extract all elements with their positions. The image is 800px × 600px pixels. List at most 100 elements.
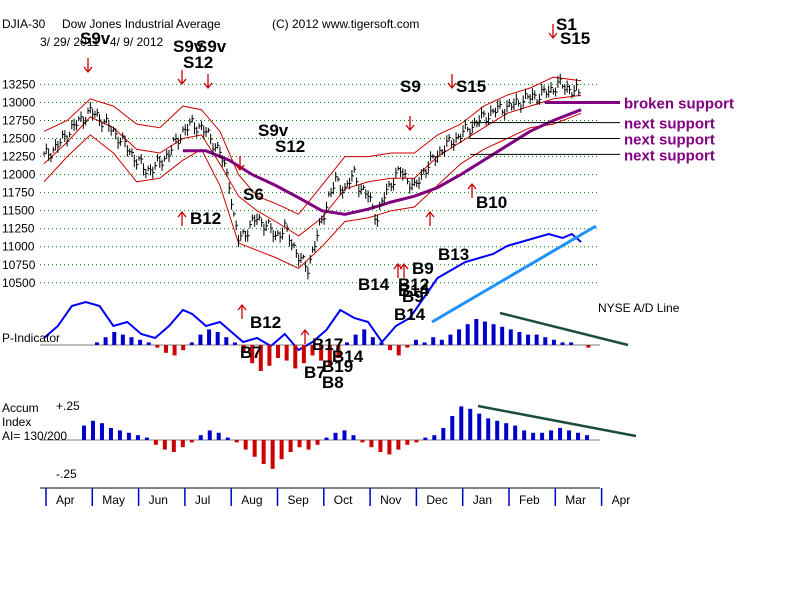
- accum-bar: [585, 435, 590, 440]
- p-indicator-bar: [95, 342, 99, 345]
- accum-bar: [450, 416, 455, 440]
- accum-bar: [126, 432, 131, 440]
- buy-arrow-icon: [425, 210, 435, 226]
- x-tick-apr-12: Apr: [612, 493, 631, 507]
- accum-bar: [135, 435, 140, 440]
- p-indicator-bar: [569, 342, 574, 345]
- price-bars: [43, 73, 581, 280]
- signal-s9v-0: S9v: [80, 29, 111, 48]
- p-signal-b17-2: B17: [312, 335, 343, 354]
- y-tick-11250: 11250: [2, 222, 35, 236]
- p-indicator-bar: [353, 334, 358, 345]
- p-signal-b19-5: B19: [322, 357, 353, 376]
- accum-bar: [225, 437, 230, 440]
- signal-s9v-1: S9v: [173, 37, 204, 56]
- accum-bar: [378, 440, 383, 452]
- p-indicator-bar: [491, 324, 496, 345]
- accum-bar: [504, 423, 509, 440]
- p-indicator-bar: [439, 339, 444, 345]
- accum-divergence-line: [477, 404, 637, 438]
- signal-s12-5: S12: [275, 137, 305, 156]
- x-tick-feb-10: Feb: [519, 493, 540, 507]
- p-indicator-bar: [560, 342, 565, 345]
- accum-bar: [153, 440, 158, 445]
- accum-bar: [396, 440, 401, 450]
- signal-b14-14: B14: [358, 275, 390, 294]
- accum-bar: [360, 440, 365, 443]
- accum-bar: [513, 425, 518, 440]
- accum-bar: [423, 437, 428, 440]
- accum-bar: [279, 440, 284, 460]
- accum-bar: [82, 425, 86, 440]
- p-indicator-bar: [457, 329, 462, 345]
- accum-bar: [234, 440, 239, 443]
- accum-bar: [405, 440, 410, 445]
- accum-bar: [144, 437, 149, 440]
- y-tick-10500: 10500: [2, 276, 36, 290]
- accum-bar: [198, 435, 203, 440]
- p-indicator-label: P-Indicator: [2, 331, 60, 345]
- y-tick-11500: 11500: [2, 204, 35, 218]
- p-signal-b7-1: B7: [240, 343, 262, 362]
- p-indicator-bar: [146, 342, 151, 345]
- p-indicator-bar: [396, 345, 401, 356]
- p-indicator-bar: [379, 342, 384, 345]
- accum-bar: [324, 437, 329, 440]
- buy-arrow-icon: [237, 303, 247, 319]
- signal-s9v-4: S9v: [258, 121, 289, 140]
- p-indicator-bar: [181, 345, 186, 351]
- p-indicator-bar: [129, 337, 134, 345]
- p-indicator-bar: [258, 345, 263, 371]
- accum-bar: [549, 430, 554, 440]
- signal-b13-13: B13: [438, 245, 469, 264]
- p-indicator-bar: [224, 337, 229, 345]
- accum-bar: [441, 428, 446, 440]
- p-indicator-bar: [172, 345, 177, 356]
- p-indicator-bar: [543, 337, 548, 345]
- p-indicator-bar: [586, 345, 591, 348]
- accum-bar: [351, 435, 356, 440]
- p-indicator-bar: [198, 334, 203, 345]
- signal-b10-12: B10: [476, 193, 507, 212]
- y-tick-12250: 12250: [2, 150, 36, 164]
- p-indicator-bar: [508, 329, 513, 345]
- y-tick-10750: 10750: [2, 258, 36, 272]
- accum-bar: [387, 440, 392, 455]
- p-indicator-bar: [155, 345, 160, 348]
- p-indicator-bar: [310, 345, 315, 356]
- sell-arrow-icon: [447, 74, 457, 90]
- p-indicator-bar: [482, 321, 487, 345]
- y-tick-13250: 13250: [2, 77, 36, 91]
- accum-bar: [117, 430, 122, 440]
- accum-ai-value: AI= 130/200: [2, 429, 67, 443]
- sell-arrow-icon: [203, 74, 213, 90]
- upper-band-line: [43, 76, 582, 215]
- signal-s9v-2: S9v: [196, 37, 227, 56]
- p-indicator-bar: [362, 329, 367, 345]
- accum-bar: [189, 440, 194, 443]
- x-tick-may-1: May: [102, 493, 125, 507]
- x-tick-dec-8: Dec: [426, 493, 447, 507]
- signal-s15-9: S15: [456, 77, 486, 96]
- p-indicator-bar: [112, 332, 117, 345]
- p-indicator-bar: [551, 339, 556, 345]
- accum-bar: [333, 432, 338, 440]
- signal-s9-8: S9: [400, 77, 421, 96]
- date-range: 3/ 29/ 2011 - 4/ 9/ 2012: [40, 35, 164, 49]
- accum-bar: [171, 440, 176, 452]
- accum-bar: [162, 440, 167, 450]
- signal-arrows: [83, 24, 558, 344]
- p-signal-b12-0: B12: [250, 313, 281, 332]
- accum-bar: [252, 440, 257, 457]
- support-label-3: next support: [624, 147, 715, 164]
- buy-arrow-icon: [177, 210, 187, 226]
- p-indicator-bar: [163, 345, 168, 353]
- p-indicator-bar: [370, 337, 375, 345]
- accum-bar: [567, 430, 572, 440]
- p-indicator-bar: [517, 332, 522, 345]
- p-indicator-bar: [215, 332, 220, 345]
- accum-bar: [369, 440, 374, 448]
- p-indicator-bar: [241, 345, 246, 353]
- y-tick-11750: 11750: [2, 186, 35, 200]
